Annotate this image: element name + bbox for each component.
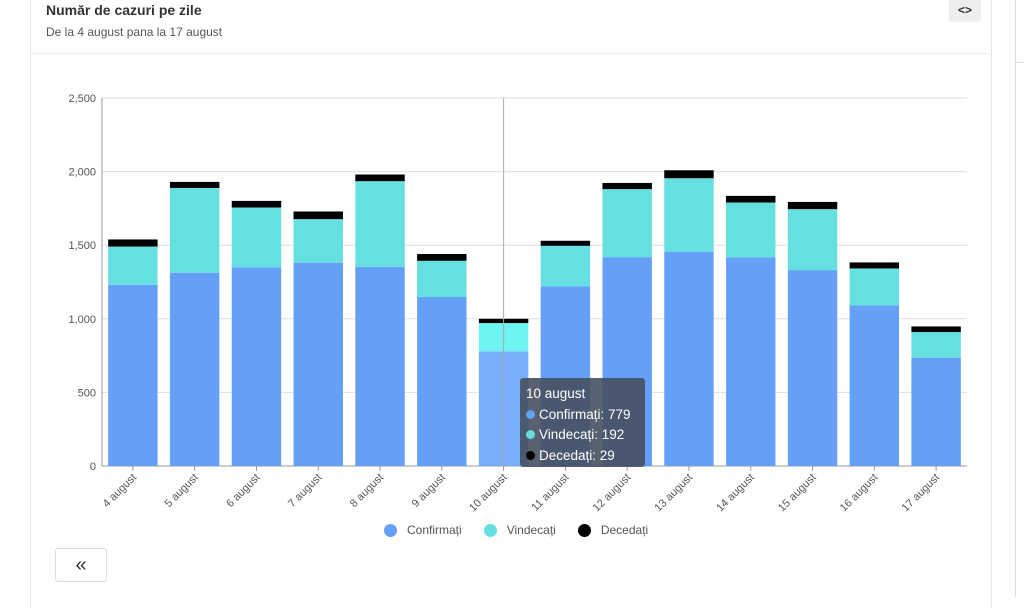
- x-tick-label: 5 august: [162, 472, 200, 510]
- legend-item-deceased[interactable]: Decedați: [577, 523, 649, 537]
- bar-deceased: [726, 195, 776, 203]
- bar-recovered: [169, 187, 220, 273]
- x-tick-label: 13 august: [652, 472, 695, 515]
- embed-code-button[interactable]: <>: [949, 0, 981, 22]
- bar-deceased: [911, 326, 961, 333]
- bar-recovered: [540, 245, 591, 287]
- chart-card: [30, 0, 992, 608]
- bar-deceased: [664, 170, 714, 179]
- x-tick-label: 17 august: [900, 472, 943, 515]
- divider: [1015, 0, 1016, 597]
- bar-recovered: [108, 246, 158, 285]
- legend-label: Decedați: [600, 523, 649, 537]
- recovered-dot-icon: [526, 430, 535, 439]
- bar-deceased: [417, 254, 467, 261]
- header-divider: [31, 53, 989, 54]
- bar-confirmed: [417, 297, 467, 466]
- bar-deceased: [602, 182, 652, 190]
- x-tick-label: 12 august: [591, 472, 634, 515]
- bar-recovered: [787, 209, 838, 271]
- bar-confirmed: [911, 357, 961, 466]
- legend-label: Confirmați: [407, 523, 462, 537]
- chart-subtitle: De la 4 august pana la 17 august: [46, 25, 223, 39]
- bar-deceased: [540, 240, 591, 246]
- bar-deceased: [293, 211, 343, 220]
- x-tick-label: 15 august: [776, 472, 819, 515]
- bar-confirmed: [849, 305, 900, 466]
- y-tick-label: 2,500: [68, 93, 96, 105]
- deceased-dot-icon: [526, 450, 535, 460]
- tooltip-confirmed: Confirmați: 779: [539, 406, 631, 422]
- bar-recovered: [664, 178, 714, 252]
- bar-confirmed: [231, 267, 282, 466]
- back-button[interactable]: «: [55, 548, 107, 582]
- tooltip-title: 10 august: [526, 386, 586, 401]
- x-tick-label: 6 august: [224, 472, 262, 510]
- bar-recovered: [293, 219, 343, 263]
- bar-recovered: [849, 268, 900, 306]
- divider: [1015, 62, 1024, 63]
- bar-confirmed: [293, 262, 343, 466]
- y-tick-label: 1,000: [68, 314, 96, 326]
- bar-deceased: [108, 239, 158, 247]
- bar-recovered: [417, 260, 467, 298]
- bar-confirmed: [108, 284, 158, 466]
- bar-confirmed: [787, 270, 838, 466]
- legend-item-recovered[interactable]: Vindecați: [483, 523, 556, 537]
- bar-deceased: [849, 262, 900, 269]
- y-tick-label: 0: [90, 461, 96, 473]
- recovered-dot-icon: [483, 523, 497, 537]
- x-tick-label: 11 august: [529, 472, 571, 514]
- legend-item-confirmed[interactable]: Confirmați: [384, 523, 462, 537]
- x-tick-label: 4 august: [101, 472, 139, 510]
- y-tick-label: 500: [78, 387, 96, 399]
- tooltip-recovered: Vindecați: 192: [539, 427, 625, 442]
- bar-deceased: [231, 200, 282, 208]
- x-tick-label: 16 august: [838, 472, 881, 515]
- x-tick-label: 14 august: [714, 472, 757, 515]
- x-tick-label: 9 august: [410, 472, 448, 510]
- bar-deceased: [355, 174, 405, 182]
- tooltip-deceased: Decedați: 29: [539, 447, 615, 463]
- y-tick-label: 1,500: [68, 240, 96, 252]
- y-tick-label: 2,000: [68, 167, 96, 179]
- bar-confirmed: [726, 257, 776, 466]
- x-tick-label: 10 august: [467, 472, 510, 515]
- bar-confirmed: [664, 251, 714, 466]
- legend: Confirmați Vindecați Decedați: [384, 523, 648, 537]
- x-tick-label: 8 august: [348, 472, 386, 510]
- bar-recovered: [911, 332, 961, 358]
- x-tick-label: 7 august: [286, 472, 324, 510]
- bar-recovered: [231, 207, 282, 268]
- confirmed-dot-icon: [526, 409, 535, 419]
- bar-confirmed: [169, 272, 220, 466]
- bar-recovered: [602, 189, 652, 258]
- bar-deceased: [787, 201, 838, 210]
- bar-confirmed: [355, 266, 405, 466]
- confirmed-dot-icon: [384, 523, 397, 537]
- legend-label: Vindecați: [506, 523, 556, 537]
- bar-recovered: [726, 202, 776, 258]
- bar-recovered: [355, 181, 405, 267]
- tooltip: 10 august Confirmați: 779 Vindecați: 192…: [520, 378, 645, 467]
- chart-title: Număr de cazuri pe zile: [46, 2, 202, 18]
- bar-deceased: [169, 181, 220, 188]
- deceased-dot-icon: [577, 523, 591, 537]
